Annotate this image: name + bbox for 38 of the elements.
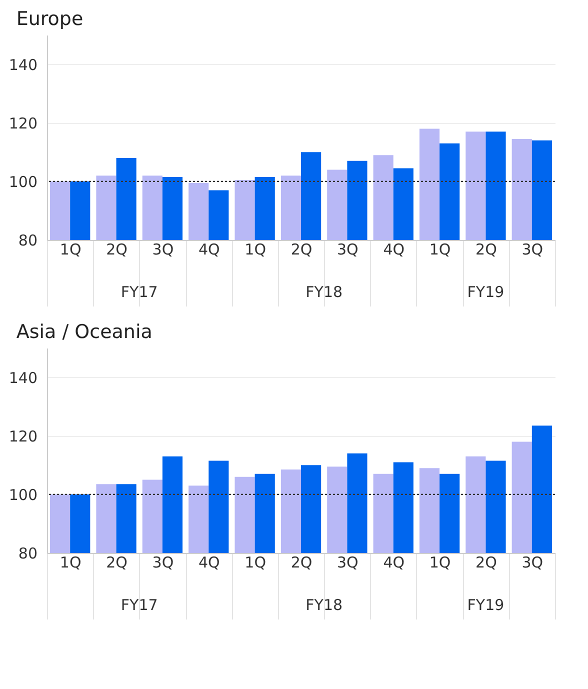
- x-tick-label: 1Q: [60, 240, 82, 258]
- x-tick-label: 3Q: [152, 554, 174, 572]
- text: FY18: [306, 283, 343, 301]
- y-tick-label: 80: [18, 544, 38, 562]
- y-tick-label: 100: [8, 172, 38, 191]
- x-tick-label: 2Q: [476, 554, 497, 572]
- y-tick-label: 120: [8, 114, 38, 132]
- chart-title: Europe: [16, 8, 84, 30]
- x-tick-label: 1Q: [429, 554, 451, 572]
- y-tick-label: 80: [18, 232, 38, 250]
- x-tick-label: 4Q: [383, 240, 405, 258]
- x-tick-label: 3Q: [337, 554, 358, 572]
- text: FY17: [120, 596, 158, 614]
- x-tick-label: 4Q: [383, 554, 405, 572]
- x-tick-label: 1Q: [244, 554, 266, 572]
- y-tick-label: 100: [8, 486, 38, 504]
- x-tick-label: 3Q: [522, 554, 544, 572]
- x-tick-label: 2Q: [290, 554, 312, 572]
- text: FY19: [467, 283, 504, 301]
- chart-title: Asia / Oceania: [16, 321, 152, 343]
- x-tick-label: 1Q: [244, 240, 266, 258]
- y-tick-label: 120: [8, 427, 38, 446]
- text: FY19: [467, 596, 504, 614]
- x-tick-label: 2Q: [476, 240, 497, 258]
- x-tick-label: 4Q: [198, 240, 220, 258]
- x-tick-label: 4Q: [198, 554, 220, 572]
- text: FY18: [306, 596, 343, 614]
- x-tick-label: 2Q: [290, 240, 312, 258]
- x-tick-label: 3Q: [152, 240, 174, 258]
- x-tick-label: 3Q: [337, 240, 358, 258]
- y-tick-label: 140: [8, 368, 38, 387]
- x-tick-label: 1Q: [429, 240, 451, 258]
- x-tick-label: 2Q: [106, 554, 128, 572]
- x-tick-label: 1Q: [60, 554, 82, 572]
- x-tick-label: 3Q: [522, 240, 544, 258]
- y-tick-label: 140: [8, 56, 38, 74]
- x-tick-label: 2Q: [106, 240, 128, 258]
- text: FY17: [120, 283, 158, 301]
